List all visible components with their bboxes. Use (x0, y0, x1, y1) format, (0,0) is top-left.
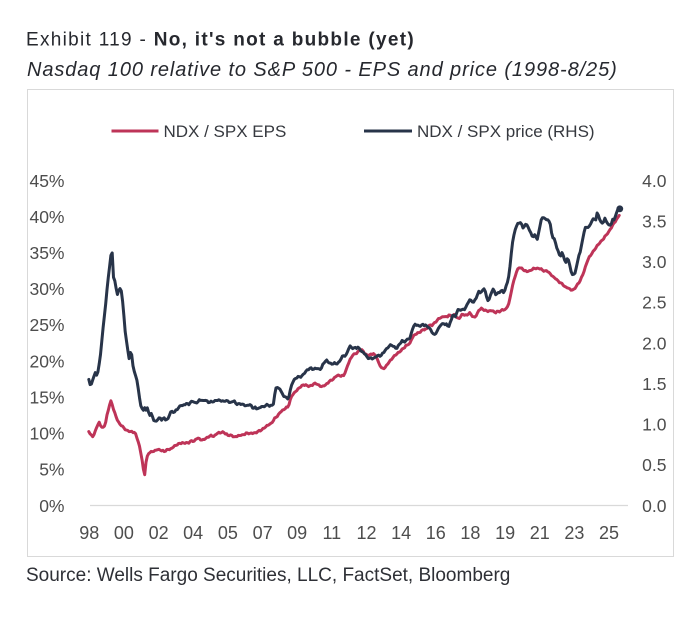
svg-text:16: 16 (426, 523, 446, 543)
svg-text:12: 12 (356, 523, 376, 543)
svg-text:Exhibit 119 - No, it's not a b: Exhibit 119 - No, it's not a bubble (yet… (26, 30, 415, 51)
svg-text:98: 98 (79, 523, 99, 543)
svg-text:5%: 5% (39, 460, 64, 480)
svg-text:00: 00 (114, 523, 134, 543)
svg-text:40%: 40% (29, 207, 64, 227)
svg-text:4.0: 4.0 (642, 171, 667, 191)
svg-text:3.5: 3.5 (642, 211, 666, 231)
svg-text:15%: 15% (29, 388, 64, 408)
svg-text:2.5: 2.5 (642, 293, 666, 313)
svg-text:10%: 10% (29, 424, 64, 444)
svg-text:11: 11 (322, 523, 341, 543)
svg-text:19: 19 (495, 523, 515, 543)
svg-text:1.0: 1.0 (642, 415, 667, 435)
svg-text:04: 04 (183, 523, 203, 543)
svg-text:21: 21 (530, 523, 550, 543)
svg-text:0.5: 0.5 (642, 455, 666, 475)
svg-text:09: 09 (287, 523, 307, 543)
svg-text:3.0: 3.0 (642, 252, 667, 272)
svg-text:45%: 45% (29, 171, 64, 191)
svg-text:35%: 35% (29, 243, 64, 263)
svg-text:30%: 30% (29, 279, 64, 299)
svg-text:25: 25 (599, 523, 619, 543)
svg-text:20%: 20% (29, 351, 64, 371)
svg-text:25%: 25% (29, 315, 64, 335)
svg-text:14: 14 (391, 523, 411, 543)
svg-text:NDX / SPX price (RHS): NDX / SPX price (RHS) (417, 122, 595, 141)
svg-text:0.0: 0.0 (642, 496, 667, 516)
svg-text:NDX / SPX EPS: NDX / SPX EPS (164, 122, 287, 141)
svg-text:07: 07 (253, 523, 273, 543)
svg-text:23: 23 (564, 523, 584, 543)
svg-text:1.5: 1.5 (642, 374, 666, 394)
svg-text:Nasdaq 100 relative to S&P 500: Nasdaq 100 relative to S&P 500 - EPS and… (27, 59, 618, 81)
svg-text:18: 18 (460, 523, 480, 543)
svg-text:02: 02 (149, 523, 169, 543)
svg-text:0%: 0% (39, 496, 64, 516)
svg-text:2.0: 2.0 (642, 333, 667, 353)
svg-text:05: 05 (218, 523, 238, 543)
svg-text:Source: Wells Fargo Securities: Source: Wells Fargo Securities, LLC, Fac… (26, 565, 510, 586)
